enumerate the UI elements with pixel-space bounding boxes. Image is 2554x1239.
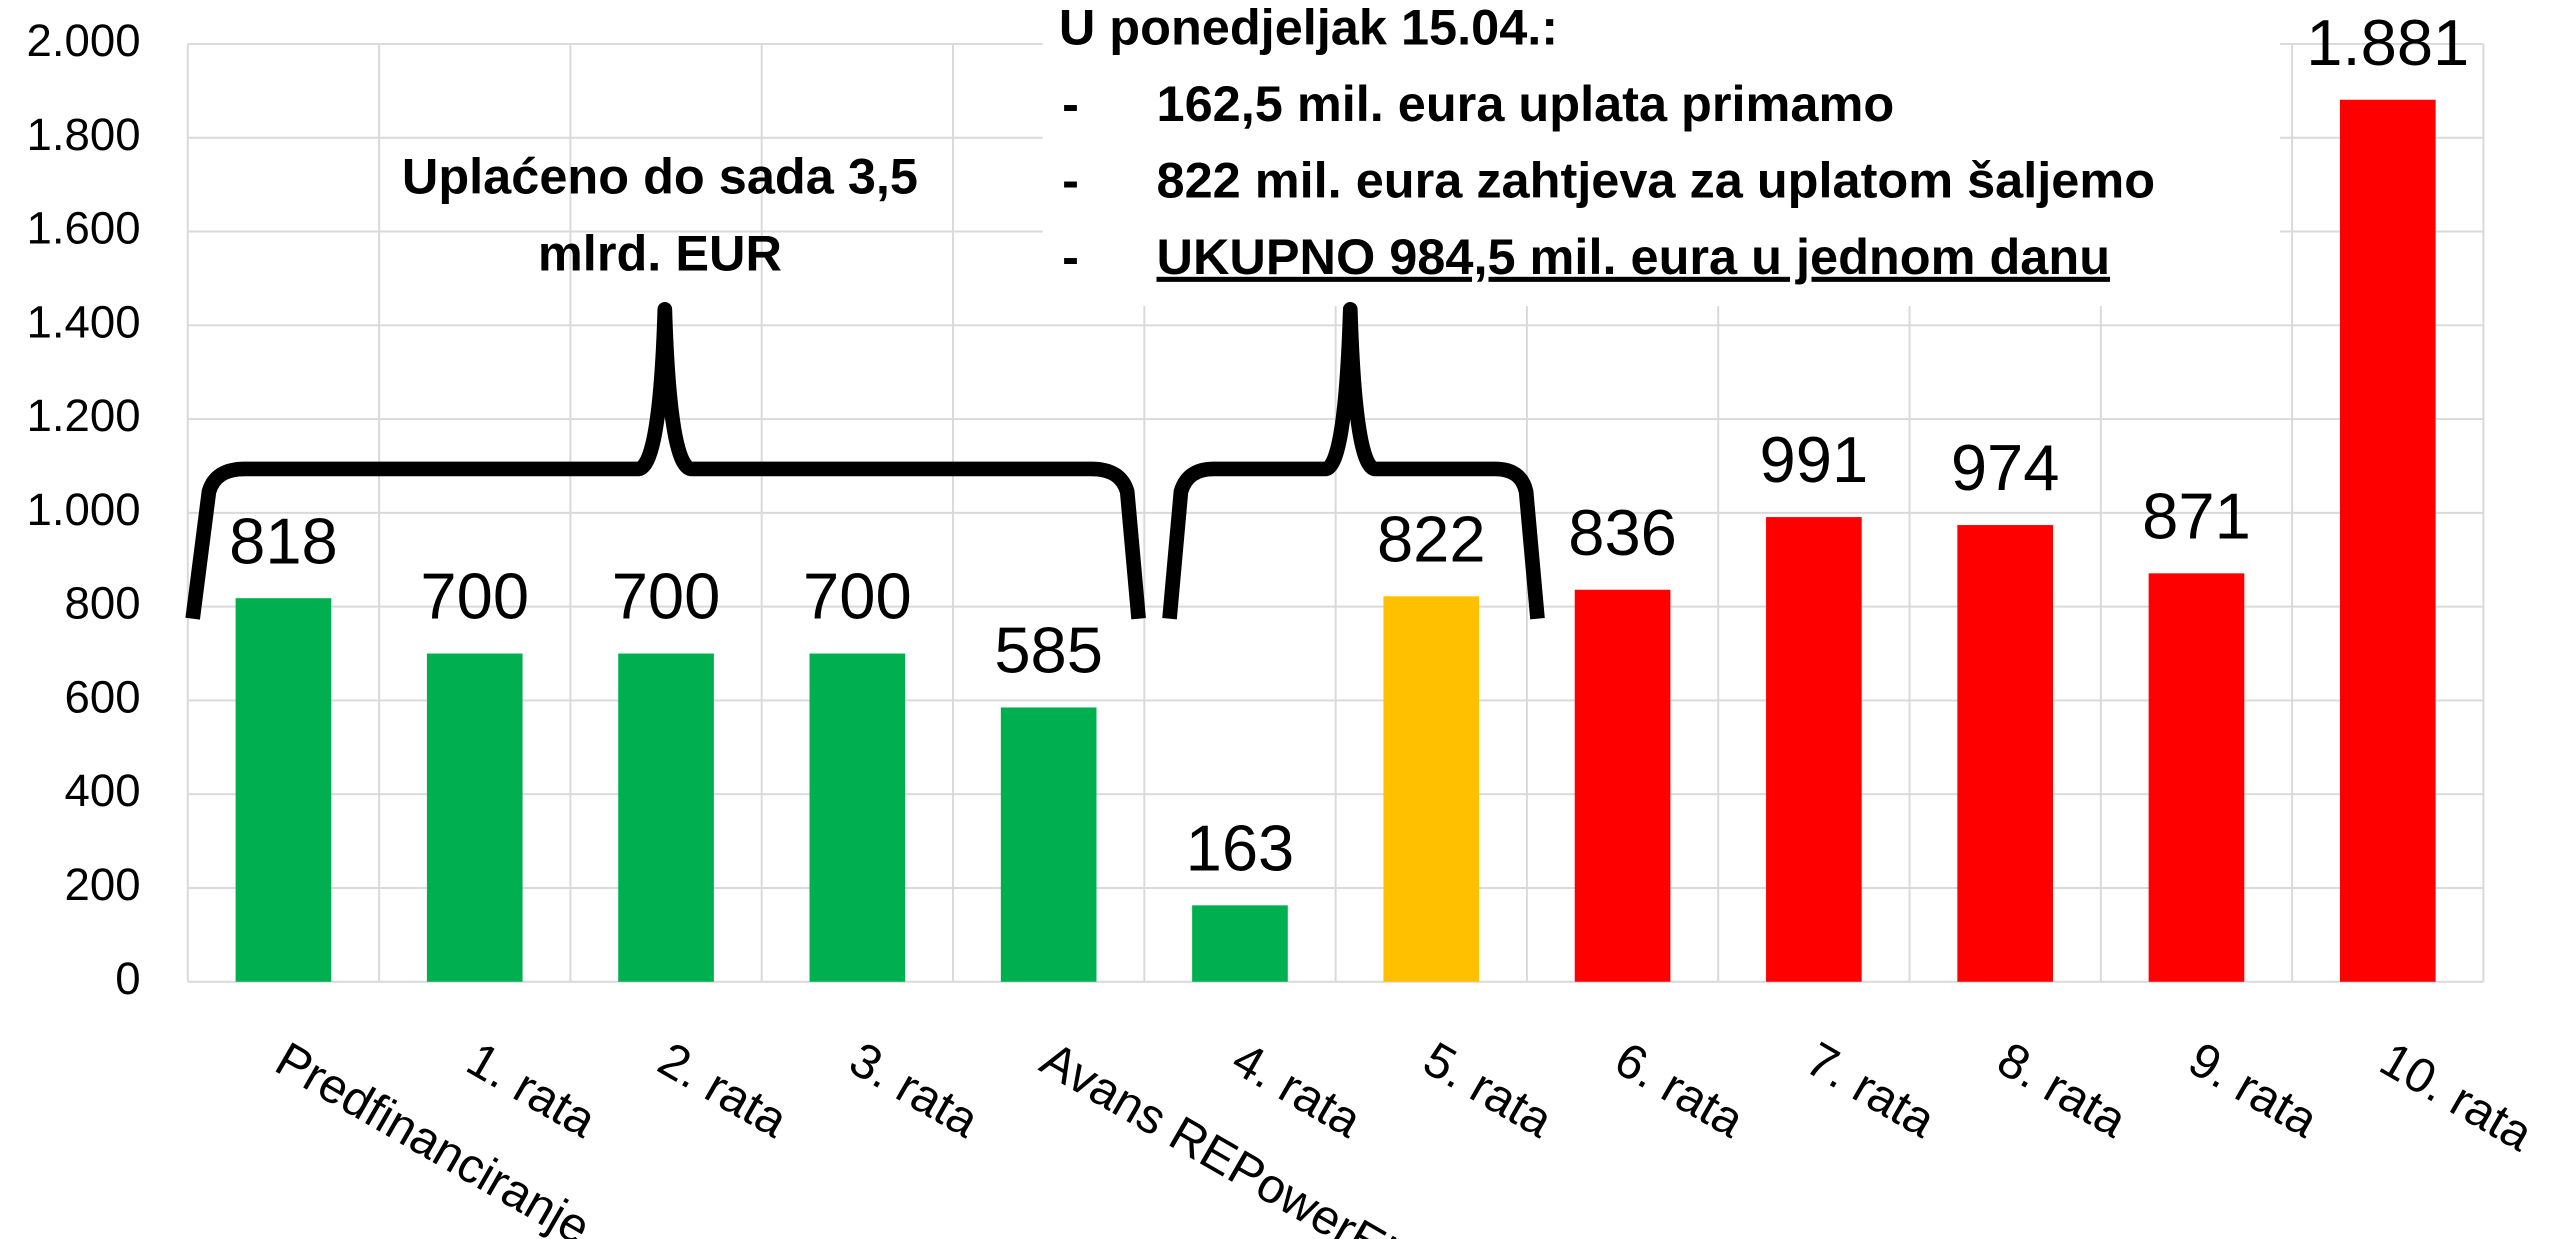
bar (2339, 99, 2436, 982)
x-tick-label: Predfinanciranje (267, 1032, 600, 1239)
value-label: 822 (1377, 502, 1486, 575)
x-tick-label: 1. rata (458, 1032, 606, 1148)
x-tick-label: 6. rata (1606, 1032, 1754, 1148)
value-label: 818 (229, 504, 338, 577)
value-label: 871 (2142, 479, 2251, 552)
y-tick-label: 2.000 (27, 15, 141, 66)
value-label: 974 (1951, 431, 2060, 504)
bar (618, 653, 714, 982)
grid: 0 200 400 600 800 1.000 1.200 1.400 1.600 1.800 2.… (27, 15, 2485, 1004)
bullet-dash: - (1062, 151, 1079, 208)
y-tick-label: 200 (65, 859, 141, 910)
annotation-item: 822 mil. eura zahtjeva za uplatom šaljem… (1157, 151, 2156, 208)
annotation-text: Uplaćeno do sada 3,5 mlrd. EUR (401, 148, 918, 282)
y-tick-label: 1.600 (27, 203, 141, 254)
bar (1957, 525, 2054, 982)
y-tick-label: 1.800 (27, 109, 141, 160)
annotation-list: - 162,5 mil. eura uplata primamo - 822 mil.… (1062, 75, 2155, 285)
bar (1766, 517, 1862, 982)
x-tick-label: 10. rata (2371, 1032, 2542, 1162)
bar (1574, 589, 1671, 982)
value-label: 585 (994, 614, 1103, 687)
bracket (1162, 302, 1545, 620)
x-tick-label: 3. rata (841, 1032, 989, 1148)
x-tick-label: 4. rata (1223, 1032, 1371, 1148)
x-tick-label: 7. rata (1797, 1032, 1945, 1148)
bracket (185, 302, 1146, 620)
bar (1000, 707, 1097, 982)
annotation-title: U ponedjeljak 15.04.: (1059, 0, 1558, 55)
y-tick-label: 1.200 (27, 390, 141, 441)
value-label: 1.881 (2306, 6, 2469, 79)
y-tick-label: 400 (65, 765, 141, 816)
x-tick-label: 5. rata (1414, 1032, 1562, 1148)
bar (235, 598, 332, 982)
x-tick-label: 8. rata (1988, 1032, 2136, 1148)
annotation-background (1042, 0, 2280, 307)
y-tick-label: 600 (65, 671, 141, 722)
y-tick-label: 0 (115, 953, 140, 1004)
y-tick-label: 1.000 (27, 484, 141, 535)
annotation-paid: Uplaćeno do sada 3,5 mlrd. EUR (401, 148, 918, 282)
annotation-item: 162,5 mil. eura uplata primamo (1157, 75, 1895, 132)
x-tick-label: 9. rata (2180, 1032, 2328, 1148)
bar (426, 653, 523, 982)
bar (2148, 573, 2245, 982)
value-label: 700 (612, 560, 721, 633)
value-label: 700 (803, 560, 912, 633)
value-label: 991 (1760, 423, 1869, 496)
bullet-dash: - (1062, 228, 1079, 285)
x-tick-label: Avans REPowerEU (1032, 1032, 1425, 1239)
annotation-item: UKUPNO 984,5 mil. eura u jednom danu (1157, 228, 2111, 285)
value-label: 700 (420, 560, 529, 633)
value-label: 836 (1568, 496, 1677, 569)
value-label: 163 (1186, 811, 1295, 884)
bar (1383, 596, 1480, 982)
y-tick-label: 800 (65, 578, 141, 629)
x-tick-label: 2. rata (649, 1032, 797, 1148)
bar (1192, 905, 1288, 982)
bullet-dash: - (1062, 75, 1079, 132)
y-tick-label: 1.400 (27, 296, 141, 347)
bar (809, 653, 906, 982)
